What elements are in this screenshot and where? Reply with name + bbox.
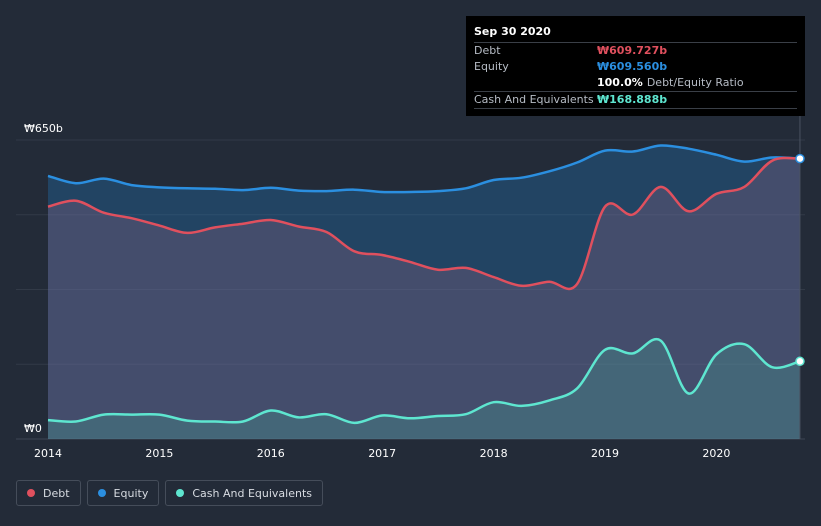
endpoint-equity	[795, 153, 805, 164]
x-tick-label: 2014	[34, 447, 62, 460]
area-debt	[48, 157, 800, 439]
x-tick-label: 2017	[368, 447, 396, 460]
tooltip-label-ratio	[474, 75, 597, 91]
legend-label-debt: Debt	[43, 486, 70, 500]
area-equity	[48, 145, 800, 439]
endpoint-cash-and-equivalents	[795, 356, 805, 367]
tooltip: Sep 30 2020 Debt ₩609.727b Equity ₩609.5…	[466, 16, 805, 116]
legend: Debt Equity Cash And Equivalents	[16, 480, 323, 506]
area-cash-and-equivalents	[48, 339, 800, 439]
tooltip-row-equity: Equity ₩609.560b	[474, 59, 797, 75]
tooltip-label-cash: Cash And Equivalents	[474, 93, 594, 106]
x-tick-label: 2015	[145, 447, 173, 460]
legend-item-cash[interactable]: Cash And Equivalents	[165, 480, 323, 506]
tooltip-label-debt: Debt	[474, 44, 501, 57]
tooltip-value-equity: ₩609.560b	[597, 60, 668, 73]
tooltip-row-cash: Cash And Equivalents ₩168.888b	[474, 91, 797, 109]
legend-item-equity[interactable]: Equity	[86, 480, 160, 506]
legend-dot-cash	[176, 489, 185, 497]
line-cash-and-equivalents	[47, 337, 801, 425]
x-tick-label: 2020	[702, 447, 730, 460]
x-tick-label: 2016	[257, 447, 285, 460]
legend-dot-debt	[27, 489, 35, 497]
y-tick-label: ₩0	[24, 422, 42, 435]
legend-dot-equity	[97, 489, 106, 497]
line-debt	[47, 156, 801, 291]
tooltip-value-cash: ₩168.888b	[597, 93, 668, 106]
tooltip-row-ratio: 100.0% Debt/Equity Ratio	[474, 75, 797, 91]
tooltip-value-ratio: 100.0%	[597, 76, 643, 89]
tooltip-row-debt: Debt ₩609.727b	[474, 42, 797, 59]
line-equity	[47, 144, 801, 194]
legend-label-cash: Cash And Equivalents	[192, 486, 312, 500]
legend-label-equity: Equity	[113, 486, 149, 500]
tooltip-ratio-caption: Debt/Equity Ratio	[646, 76, 744, 89]
y-tick-label: ₩650b	[24, 122, 63, 135]
tooltip-value-debt: ₩609.727b	[597, 44, 668, 57]
x-tick-label: 2018	[480, 447, 508, 460]
tooltip-date: Sep 30 2020	[474, 25, 551, 38]
tooltip-label-equity: Equity	[474, 60, 509, 73]
x-tick-label: 2019	[591, 447, 619, 460]
legend-item-debt[interactable]: Debt	[16, 480, 81, 506]
